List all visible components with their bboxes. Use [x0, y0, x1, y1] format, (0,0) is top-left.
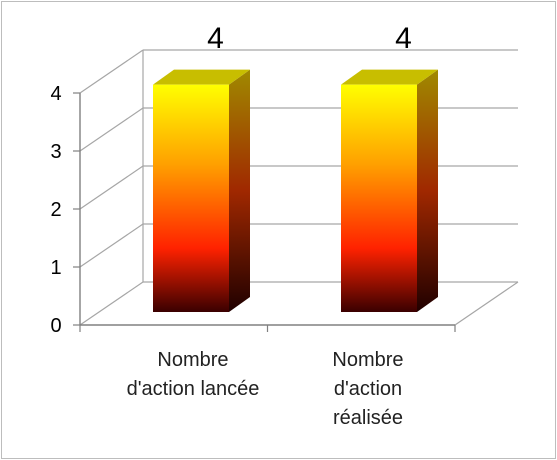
- gridline-side: [79, 223, 144, 268]
- category-label-line: d'action: [334, 378, 402, 400]
- gridline-side: [79, 165, 144, 210]
- gridline-side: [79, 281, 144, 326]
- bar-side: [417, 69, 438, 312]
- grid-layer: [79, 49, 519, 326]
- category-label: Nombre d'action lancée: [127, 349, 260, 400]
- category-label-line: Nombre: [157, 349, 228, 371]
- bar-side: [229, 69, 250, 312]
- axis-layer: 0 1 2 3 4: [50, 83, 456, 337]
- floor-edge: [454, 281, 519, 326]
- y-tick-label: 2: [50, 199, 61, 221]
- label-layer: 4 Nombre d'action lancée 4 Nombre d'action réa…: [127, 22, 412, 429]
- gridline-side: [79, 49, 144, 94]
- bar: [153, 84, 229, 312]
- y-tick-label: 0: [50, 315, 61, 337]
- bar-layer: [153, 69, 438, 312]
- bar-top: [153, 69, 250, 85]
- category-label-line: Nombre: [332, 349, 403, 371]
- bar: [341, 84, 417, 312]
- data-label: 4: [395, 22, 412, 55]
- category-label-line: réalisée: [333, 407, 403, 429]
- y-tick-label: 3: [50, 141, 61, 163]
- y-tick-label: 1: [50, 257, 61, 279]
- bar-top: [341, 69, 438, 85]
- gridline-side: [79, 107, 144, 152]
- category-label-line: d'action lancée: [127, 378, 260, 400]
- category-label: Nombre d'action réalisée: [332, 349, 403, 429]
- data-label: 4: [207, 22, 224, 55]
- y-tick-label: 4: [50, 83, 61, 105]
